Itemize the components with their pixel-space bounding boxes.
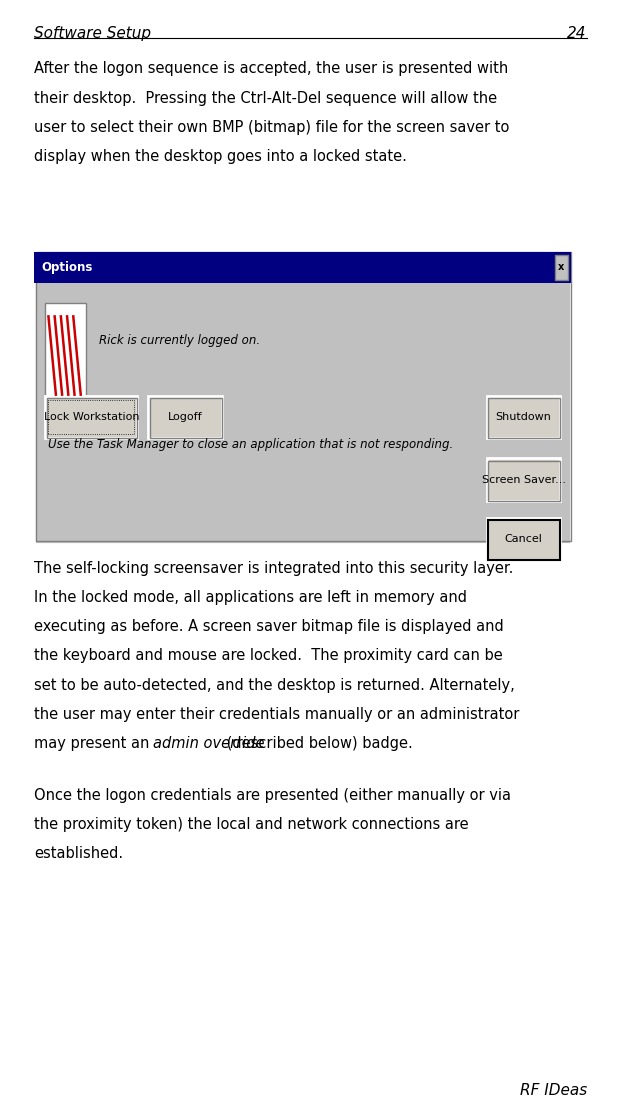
Bar (36, 252, 571, 541)
Bar (555, 255, 568, 280)
Text: executing as before. A screen saver bitmap file is displayed and: executing as before. A screen saver bitm… (34, 619, 504, 634)
Bar (45, 396, 137, 438)
Text: Options: Options (42, 260, 93, 274)
Text: x: x (558, 263, 564, 272)
Text: Use the Task Manager to close an application that is not responding.: Use the Task Manager to close an applica… (48, 438, 453, 452)
Text: may present an: may present an (34, 736, 154, 750)
Text: Software Setup: Software Setup (34, 26, 151, 40)
Bar (488, 520, 560, 560)
Text: admin override: admin override (153, 736, 265, 750)
Bar (34, 252, 571, 283)
Text: display when the desktop goes into a locked state.: display when the desktop goes into a loc… (34, 149, 407, 163)
Text: 24: 24 (568, 26, 587, 40)
Text: In the locked mode, all applications are left in memory and: In the locked mode, all applications are… (34, 590, 467, 605)
Bar (47, 398, 137, 438)
Bar (148, 396, 222, 438)
Text: The self-locking screensaver is integrated into this security layer.: The self-locking screensaver is integrat… (34, 561, 514, 576)
Bar (45, 303, 86, 404)
Bar (34, 252, 571, 544)
Text: Shutdown: Shutdown (496, 413, 551, 421)
Bar (487, 518, 560, 560)
Text: Lock Workstation: Lock Workstation (43, 413, 139, 421)
Text: the keyboard and mouse are locked.  The proximity card can be: the keyboard and mouse are locked. The p… (34, 648, 503, 663)
Text: (described below) badge.: (described below) badge. (222, 736, 412, 750)
Text: the user may enter their credentials manually or an administrator: the user may enter their credentials man… (34, 707, 520, 721)
Text: Cancel: Cancel (505, 534, 542, 543)
Text: Rick is currently logged on.: Rick is currently logged on. (99, 334, 260, 348)
Text: Once the logon credentials are presented (either manually or via: Once the logon credentials are presented… (34, 788, 511, 803)
Text: RF IDeas: RF IDeas (520, 1083, 587, 1098)
Text: established.: established. (34, 846, 124, 861)
Text: their desktop.  Pressing the Ctrl-Alt-Del sequence will allow the: their desktop. Pressing the Ctrl-Alt-Del… (34, 91, 497, 105)
Bar (488, 461, 560, 501)
Text: user to select their own BMP (bitmap) file for the screen saver to: user to select their own BMP (bitmap) fi… (34, 120, 509, 134)
Bar (488, 398, 560, 438)
Text: After the logon sequence is accepted, the user is presented with: After the logon sequence is accepted, th… (34, 61, 509, 76)
Bar (150, 398, 222, 438)
Text: the proximity token) the local and network connections are: the proximity token) the local and netwo… (34, 817, 469, 832)
Text: Logoff: Logoff (168, 413, 202, 421)
Bar (48, 400, 134, 434)
Bar (487, 396, 560, 438)
Text: set to be auto-detected, and the desktop is returned. Alternately,: set to be auto-detected, and the desktop… (34, 678, 515, 692)
Text: Screen Saver...: Screen Saver... (481, 475, 566, 484)
Bar (487, 458, 560, 501)
